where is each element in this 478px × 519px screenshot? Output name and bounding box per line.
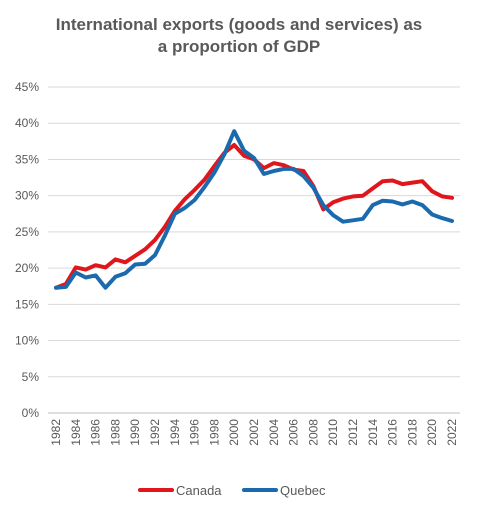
y-axis-tick-labels: 0% 5% 10% 15% 20% 25% 30% 35% 40% 45% bbox=[15, 80, 39, 420]
y-tick-label: 45% bbox=[15, 80, 39, 94]
x-tick-label: 2000 bbox=[227, 419, 241, 446]
x-tick-label: 1984 bbox=[69, 419, 83, 446]
series-lines bbox=[54, 129, 454, 290]
y-tick-label: 30% bbox=[15, 189, 39, 203]
x-tick-label: 1988 bbox=[108, 419, 122, 446]
series-line-quebec bbox=[54, 129, 454, 290]
y-tick-label: 5% bbox=[22, 370, 40, 384]
x-tick-label: 1992 bbox=[148, 419, 162, 446]
y-tick-label: 35% bbox=[15, 152, 39, 166]
x-tick-label: 1990 bbox=[128, 419, 142, 446]
gridlines bbox=[48, 86, 460, 414]
y-tick-label: 0% bbox=[22, 406, 40, 420]
y-tick-label: 15% bbox=[15, 297, 39, 311]
x-tick-label: 1982 bbox=[49, 419, 63, 446]
x-tick-label: 2018 bbox=[405, 419, 419, 446]
legend-label-canada: Canada bbox=[176, 483, 222, 498]
legend-label-quebec: Quebec bbox=[280, 483, 326, 498]
x-tick-label: 2016 bbox=[386, 419, 400, 446]
x-tick-label: 1996 bbox=[188, 419, 202, 446]
series-line-canada bbox=[54, 143, 454, 290]
x-tick-label: 1998 bbox=[207, 419, 221, 446]
x-tick-label: 2014 bbox=[366, 419, 380, 446]
x-axis-tick-labels: 1982 1984 1986 1988 1990 1992 1994 1996 1998 2000… bbox=[49, 419, 459, 446]
x-tick-label: 1986 bbox=[89, 419, 103, 446]
legend: Canada Quebec bbox=[138, 483, 326, 498]
y-tick-label: 40% bbox=[15, 116, 39, 130]
x-tick-label: 2002 bbox=[247, 419, 261, 446]
x-tick-label: 2008 bbox=[306, 419, 320, 446]
x-tick-label: 2010 bbox=[326, 419, 340, 446]
chart-title-line-2: a proportion of GDP bbox=[157, 37, 321, 56]
x-tick-label: 2012 bbox=[346, 419, 360, 446]
y-tick-label: 25% bbox=[15, 225, 39, 239]
chart-title: International exports (goods and service… bbox=[0, 14, 478, 58]
chart-title-line-1: International exports (goods and service… bbox=[55, 15, 423, 34]
x-tick-label: 2020 bbox=[425, 419, 439, 446]
x-tick-label: 1994 bbox=[168, 419, 182, 446]
y-tick-label: 10% bbox=[15, 334, 39, 348]
x-tick-label: 2004 bbox=[267, 419, 281, 446]
y-tick-label: 20% bbox=[15, 261, 39, 275]
x-tick-label: 2006 bbox=[287, 419, 301, 446]
x-tick-label: 2022 bbox=[445, 419, 459, 446]
